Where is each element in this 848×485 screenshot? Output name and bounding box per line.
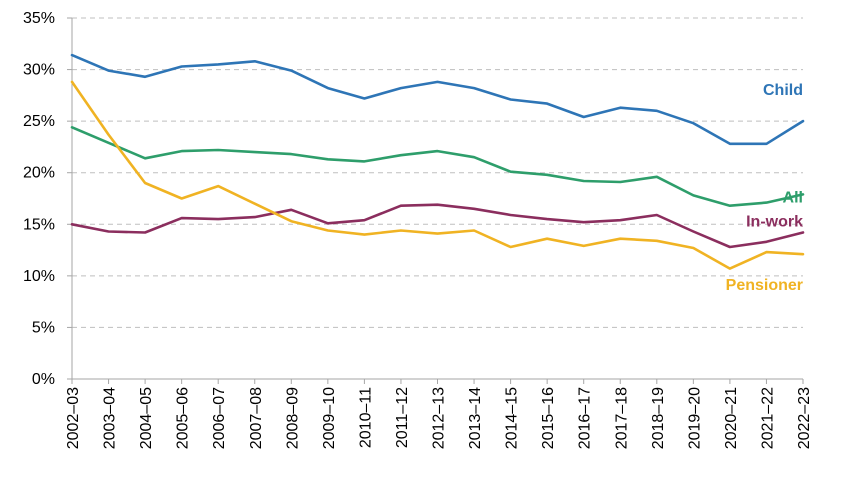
x-tick-label: 2016–17 [577, 387, 594, 449]
y-tick-label: 0% [32, 371, 55, 388]
x-tick-label: 2007–08 [248, 387, 265, 449]
x-tick-label: 2021–22 [759, 387, 776, 449]
x-tick-label: 2020–21 [723, 387, 740, 449]
series-lines [70, 53, 805, 270]
y-tick-label: 35% [23, 10, 55, 27]
y-tick-label: 5% [32, 319, 55, 336]
x-tick-label: 2003–04 [102, 387, 119, 449]
y-tick-label: 25% [23, 113, 55, 130]
x-tick-label: 2017–18 [613, 387, 630, 449]
series-labels: Child All In-work Pensioner [726, 82, 803, 294]
y-tick-label: 15% [23, 216, 55, 233]
x-tick-label: 2014–15 [504, 387, 521, 449]
x-tick-label: 2002–03 [65, 387, 82, 449]
x-tick-label: 2008–09 [284, 387, 301, 449]
x-tick-label: 2004–05 [138, 387, 155, 449]
series-line-child [70, 53, 805, 146]
x-tick-label: 2005–06 [175, 387, 192, 449]
series-label-all: All [783, 189, 803, 206]
x-tick-label: 2019–20 [686, 387, 703, 449]
axes: 0% 5% 10% 15% 20% 25% 30% 35% 2002–03 2003–04 2004… [23, 10, 813, 449]
x-tick-label: 2011–12 [394, 387, 411, 448]
x-tick-label: 2009–10 [321, 387, 338, 449]
gridlines [72, 17, 803, 328]
x-tick-label: 2022–23 [796, 387, 813, 449]
y-tick-label: 30% [23, 62, 55, 79]
x-tick-label: 2013–14 [467, 387, 484, 449]
x-tick-label: 2018–19 [650, 387, 667, 449]
series-line-in-work [70, 203, 805, 249]
x-tick-label: 2010–11 [357, 387, 374, 448]
x-tick-label: 2006–07 [211, 387, 228, 449]
series-label-in-work: In-work [746, 214, 803, 231]
series-label-child: Child [763, 82, 803, 99]
series-label-pensioner: Pensioner [726, 277, 803, 294]
x-tick-label: 2012–13 [431, 387, 448, 449]
series-line-all [70, 126, 805, 207]
y-tick-label: 20% [23, 165, 55, 182]
series-line-pensioner [70, 80, 805, 270]
y-tick-label: 10% [23, 268, 55, 285]
x-tick-label: 2015–16 [540, 387, 557, 449]
